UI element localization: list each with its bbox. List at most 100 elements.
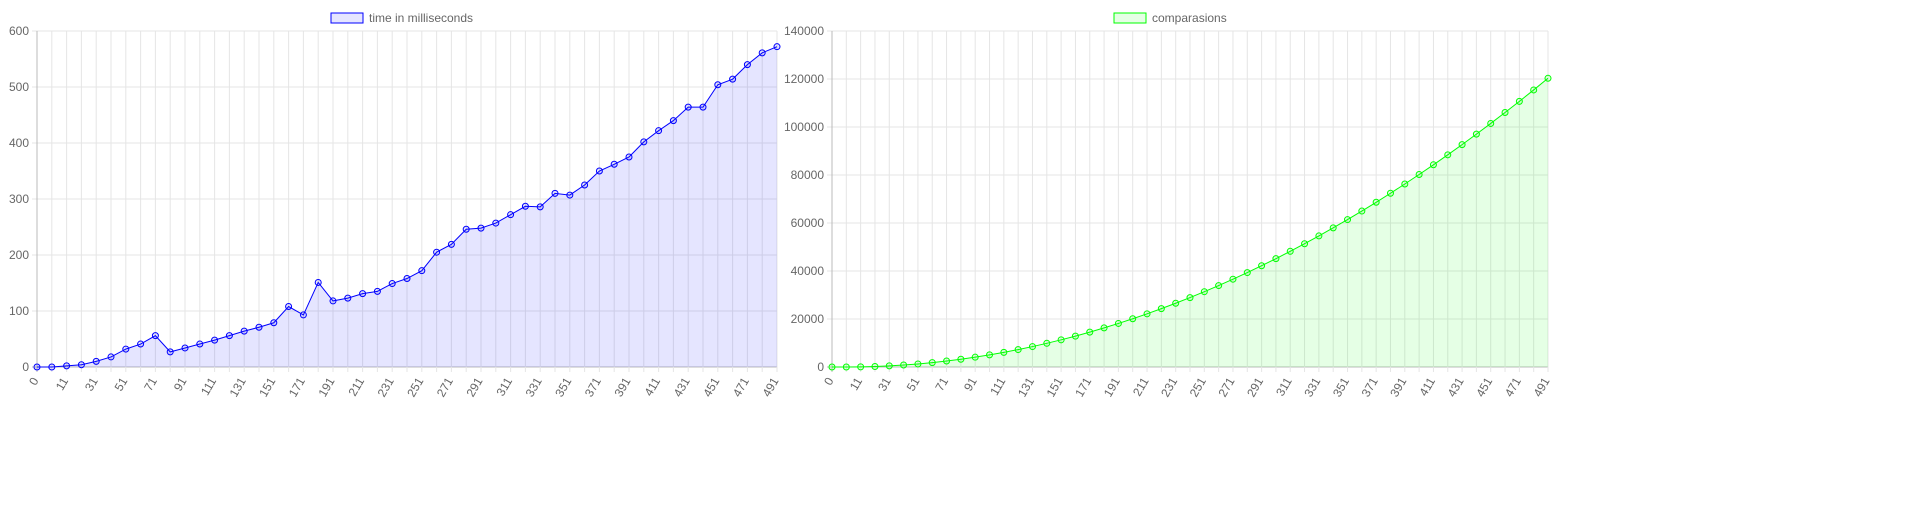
point	[1372, 198, 1380, 206]
point	[1200, 288, 1208, 296]
x-tick-label: 271	[434, 375, 456, 400]
point	[77, 361, 85, 369]
point	[714, 81, 722, 89]
x-tick-label: 51	[904, 375, 923, 394]
x-tick-label: 451	[1473, 375, 1495, 400]
point	[1258, 262, 1266, 270]
point	[359, 290, 367, 298]
x-tick-label: 91	[961, 375, 980, 394]
point	[403, 275, 411, 283]
point	[1028, 343, 1036, 351]
point	[33, 363, 41, 371]
point	[1344, 216, 1352, 224]
y-tick-label: 40000	[791, 264, 825, 278]
x-tick-label: 191	[1101, 375, 1123, 400]
line	[832, 77, 1549, 368]
x-tick-label: 111	[987, 375, 1008, 398]
point	[1515, 97, 1523, 105]
point	[418, 267, 426, 275]
x-tick-label: 151	[1044, 375, 1066, 400]
x-tick-label: 411	[642, 375, 664, 399]
y-tick-label: 100	[9, 304, 29, 318]
point	[1329, 224, 1337, 232]
point	[1014, 346, 1022, 354]
x-tick-label: 351	[1330, 375, 1352, 400]
point	[1458, 141, 1466, 149]
point	[857, 363, 865, 371]
point	[447, 240, 455, 248]
point	[433, 248, 441, 256]
x-tick-label: 291	[463, 375, 485, 400]
point	[684, 103, 692, 111]
point	[92, 357, 100, 365]
x-tick-label: 111	[198, 375, 219, 398]
x-tick-label: 471	[730, 375, 752, 400]
point	[1501, 109, 1509, 117]
x-tick-label: 331	[1301, 375, 1323, 400]
point	[1487, 119, 1495, 127]
point	[640, 138, 648, 146]
x-tick-label: 0	[821, 375, 837, 388]
y-tick-label: 400	[9, 136, 29, 150]
point	[507, 211, 515, 219]
point	[388, 280, 396, 288]
x-tick-label: 11	[53, 375, 72, 393]
x-tick-label: 151	[256, 375, 278, 400]
point	[151, 332, 159, 340]
point	[211, 336, 219, 344]
point	[1229, 275, 1237, 283]
x-tick-label: 391	[1387, 375, 1409, 400]
point	[48, 363, 56, 371]
point	[1530, 86, 1538, 94]
point	[1472, 130, 1480, 138]
y-tick-label: 600	[9, 24, 29, 38]
point	[743, 61, 751, 69]
y-tick-label: 100000	[784, 120, 824, 134]
point	[1358, 207, 1366, 215]
point	[758, 49, 766, 57]
point	[928, 359, 936, 367]
x-tick-label: 171	[1072, 375, 1094, 400]
x-tick-label: 131	[1015, 375, 1037, 400]
point	[773, 43, 781, 51]
point	[240, 327, 248, 335]
x-tick-label: 31	[82, 375, 101, 394]
point	[943, 357, 951, 365]
point	[1000, 348, 1008, 356]
x-tick-label: 31	[875, 375, 894, 394]
x-tick-label: 371	[582, 375, 604, 400]
point	[729, 75, 737, 83]
point	[63, 362, 71, 370]
point	[1272, 255, 1280, 263]
point	[166, 348, 174, 356]
point	[492, 219, 500, 227]
point	[885, 362, 893, 370]
point	[1401, 180, 1409, 188]
y-tick-label: 500	[9, 80, 29, 94]
x-tick-label: 431	[671, 375, 693, 400]
point	[595, 167, 603, 175]
x-tick-label: 211	[346, 375, 368, 399]
x-tick-label: 231	[375, 375, 397, 400]
point	[986, 351, 994, 359]
x-tick-label: 331	[523, 375, 545, 400]
y-tick-label: 80000	[791, 168, 825, 182]
x-tick-label: 311	[1273, 375, 1295, 399]
point	[225, 332, 233, 340]
point	[329, 297, 337, 305]
x-tick-label: 411	[1416, 375, 1438, 399]
x-tick-label: 451	[700, 375, 722, 400]
point	[1157, 305, 1165, 313]
x-tick-label: 91	[171, 375, 190, 394]
point	[196, 340, 204, 348]
x-tick-label: 431	[1445, 375, 1467, 400]
point	[625, 153, 633, 161]
point	[1057, 336, 1065, 344]
point	[699, 103, 707, 111]
x-tick-label: 0	[26, 375, 42, 388]
point	[971, 353, 979, 361]
point	[521, 202, 529, 210]
point	[462, 225, 470, 233]
x-tick-label: 191	[315, 375, 337, 400]
point	[1100, 324, 1108, 332]
